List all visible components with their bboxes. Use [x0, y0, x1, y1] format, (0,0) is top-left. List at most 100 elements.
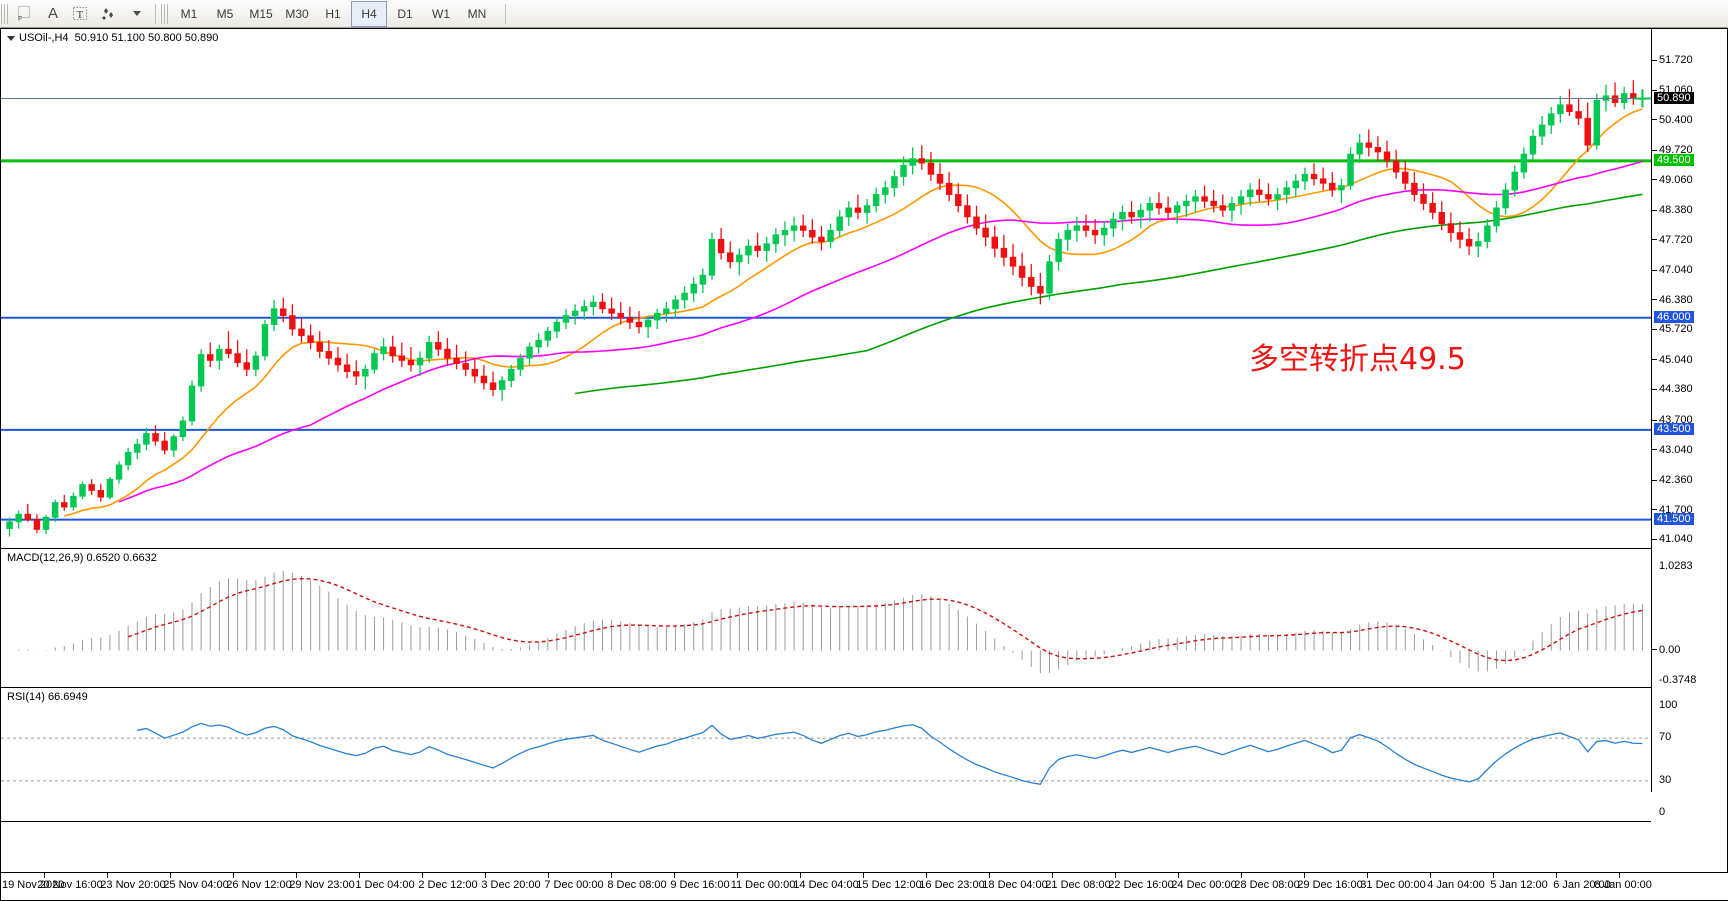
rsi-tick: 70 [1659, 731, 1672, 744]
toolbar-separator [155, 3, 156, 24]
time-tick: 14 Dec 04:00 [793, 879, 859, 891]
time-tick: 8 Dec 08:00 [607, 879, 667, 891]
text-label-icon[interactable]: T [67, 1, 95, 27]
rsi-tick: 30 [1659, 773, 1672, 786]
time-tick-mark [1493, 873, 1494, 878]
macd-tick: -0.3748 [1659, 674, 1697, 686]
time-tick-mark [611, 873, 612, 878]
time-tick: 23 Nov 20:00 [100, 879, 166, 891]
time-tick: 29 Dec 16:00 [1297, 879, 1363, 891]
price-tick: 46.380 [1652, 294, 1693, 306]
time-tick: 11 Dec 00:00 [730, 879, 796, 891]
time-tick: 6 Jan 20:00 [1553, 879, 1611, 891]
level-price-label: 43.500 [1654, 422, 1694, 435]
time-tick: 3 Dec 20:00 [481, 879, 541, 891]
time-tick-mark [485, 873, 486, 878]
time-tick-mark [1556, 873, 1557, 878]
price-tick: 45.720 [1652, 323, 1693, 335]
level-price-label: 49.500 [1654, 153, 1694, 166]
time-tick: 5 Jan 12:00 [1490, 879, 1548, 891]
time-tick: 1 Dec 04:00 [355, 879, 415, 891]
timeframe-m5[interactable]: M5 [216, 6, 234, 21]
time-tick: 4 Jan 04:00 [1427, 879, 1485, 891]
price-tick: 47.040 [1652, 264, 1693, 276]
time-tick-mark [1241, 873, 1242, 878]
time-tick-mark [1115, 873, 1116, 878]
price-tick: 51.720 [1652, 54, 1693, 66]
time-tick: 22 Dec 16:00 [1108, 879, 1174, 891]
price-tick: 41.040 [1652, 533, 1693, 545]
time-tick-mark [863, 873, 864, 878]
price-tick: 43.040 [1652, 444, 1693, 456]
macd-canvas[interactable] [1, 549, 1653, 687]
time-tick: 28 Dec 08:00 [1234, 879, 1300, 891]
timeframe-d1[interactable]: D1 [397, 6, 413, 21]
time-tick-mark [107, 873, 108, 878]
rsi-tick: 0 [1659, 806, 1666, 818]
time-tick: 8 Jan 00:00 [1594, 879, 1652, 891]
time-tick-mark [737, 873, 738, 878]
text-A-icon[interactable]: A [47, 5, 58, 22]
timeframe-mn[interactable]: MN [467, 6, 487, 21]
time-tick: 31 Dec 00:00 [1360, 879, 1426, 891]
toolbar-grip-2[interactable] [161, 3, 168, 24]
price-tick: 49.060 [1652, 174, 1693, 186]
timeframe-m30[interactable]: M30 [285, 6, 309, 21]
time-tick-mark [989, 873, 990, 878]
time-tick: 19 Nov 2020 [2, 879, 65, 891]
rsi-canvas[interactable] [1, 688, 1653, 821]
toolbar-grip-1[interactable] [1, 3, 8, 24]
main-toolbar: F A T M1 M5 M15 M30 H1 H4 D1 W1 MN [0, 0, 1728, 28]
time-tick: 29 Nov 23:00 [289, 879, 355, 891]
time-tick: 21 Dec 08:00 [1045, 879, 1111, 891]
time-tick: 18 Dec 04:00 [982, 879, 1048, 891]
time-tick-mark [548, 873, 549, 878]
price-tick: 50.400 [1652, 114, 1693, 126]
timeframe-m15[interactable]: M15 [249, 6, 273, 21]
time-tick-mark [1367, 873, 1368, 878]
timeframe-group: M1 M5 M15 M30 H1 H4 D1 W1 MN [171, 0, 495, 27]
svg-text:T: T [77, 9, 84, 21]
objects-icon[interactable] [95, 1, 123, 27]
dropdown-arrow-icon[interactable] [123, 1, 151, 27]
price-tick: 42.360 [1652, 474, 1693, 486]
timeframe-h1[interactable]: H1 [325, 6, 341, 21]
price-tick: 44.380 [1652, 383, 1693, 395]
current-price-label: 50.890 [1654, 91, 1694, 104]
timeframe-h4[interactable]: H4 [351, 0, 387, 27]
time-tick: 9 Dec 16:00 [670, 879, 730, 891]
price-tick: 47.720 [1652, 234, 1693, 246]
time-tick-mark [800, 873, 801, 878]
time-tick-mark [233, 873, 234, 878]
price-tick: 45.040 [1652, 354, 1693, 366]
time-tick: 2 Dec 12:00 [418, 879, 478, 891]
time-tick-mark [422, 873, 423, 878]
time-tick-mark [1052, 873, 1053, 878]
time-axis[interactable]: 19 Nov 2020 20 Nov 16:00 23 Nov 20:00 25 No… [1, 872, 1728, 900]
time-tick: 26 Nov 12:00 [226, 879, 292, 891]
time-tick-mark [1178, 873, 1179, 878]
macd-tick: 1.0283 [1659, 560, 1693, 572]
time-tick-mark [926, 873, 927, 878]
level-price-label: 46.000 [1654, 310, 1694, 323]
value-axis[interactable]: 51.720 51.060 50.400 49.720 49.060 48.380 47.7… [1651, 29, 1727, 818]
crosshair-f-icon[interactable]: F [11, 1, 39, 27]
toolbar-separator-2 [505, 3, 506, 24]
level-price-label: 41.500 [1654, 512, 1694, 525]
time-tick-mark [1619, 873, 1620, 878]
chart-annotation: 多空转折点49.5 [1249, 342, 1466, 377]
timeframe-w1[interactable]: W1 [432, 6, 450, 21]
rsi-tick: 100 [1659, 699, 1678, 711]
time-tick-mark [359, 873, 360, 878]
time-tick: 16 Dec 23:00 [919, 879, 985, 891]
time-tick-mark [1304, 873, 1305, 878]
chart-frame[interactable]: USOil-,H4 50.910 51.100 50.800 50.890 多空… [0, 28, 1728, 901]
svg-text:F: F [18, 16, 22, 22]
rsi-pane[interactable]: RSI(14) 66.6949 [1, 688, 1653, 822]
price-pane[interactable]: USOil-,H4 50.910 51.100 50.800 50.890 多空… [1, 29, 1653, 549]
timeframe-m1[interactable]: M1 [180, 6, 198, 21]
macd-pane[interactable]: MACD(12,26,9) 0.6520 0.6632 [1, 549, 1651, 688]
price-tick: 48.380 [1652, 204, 1693, 216]
price-chart-canvas[interactable] [1, 29, 1653, 548]
time-tick: 15 Dec 12:00 [856, 879, 922, 891]
